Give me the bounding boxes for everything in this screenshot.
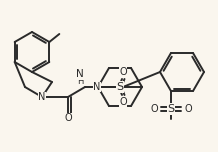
Text: O: O bbox=[150, 104, 158, 114]
Text: N: N bbox=[76, 69, 84, 79]
Text: O: O bbox=[184, 104, 192, 114]
Text: S: S bbox=[167, 104, 175, 114]
Text: N: N bbox=[38, 92, 46, 102]
Text: H: H bbox=[77, 76, 83, 85]
Text: O: O bbox=[64, 113, 72, 123]
Text: N: N bbox=[93, 82, 101, 92]
Text: O: O bbox=[119, 67, 127, 77]
Text: S: S bbox=[116, 82, 124, 92]
Text: O: O bbox=[119, 97, 127, 107]
